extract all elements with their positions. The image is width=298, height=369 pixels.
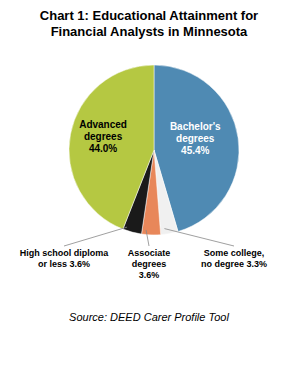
- svg-text:High school diplomaor less 3.6: High school diplomaor less 3.6%: [20, 248, 109, 269]
- svg-text:Associatedegrees3.6%: Associatedegrees3.6%: [128, 248, 171, 280]
- svg-text:Bachelor'sdegrees45.4%: Bachelor'sdegrees45.4%: [170, 121, 221, 156]
- svg-text:Advanceddegrees44.0%: Advanceddegrees44.0%: [79, 119, 127, 154]
- svg-text:Some college,no degree 3.3%: Some college,no degree 3.3%: [201, 248, 267, 269]
- html-text:Chart 1: Educational Attainmen: Chart 1: Educational Attainment for Fina…: [39, 8, 259, 39]
- html-text:Source: DEED Carer Profile Too: Source: DEED Carer Profile Tool: [69, 311, 229, 323]
